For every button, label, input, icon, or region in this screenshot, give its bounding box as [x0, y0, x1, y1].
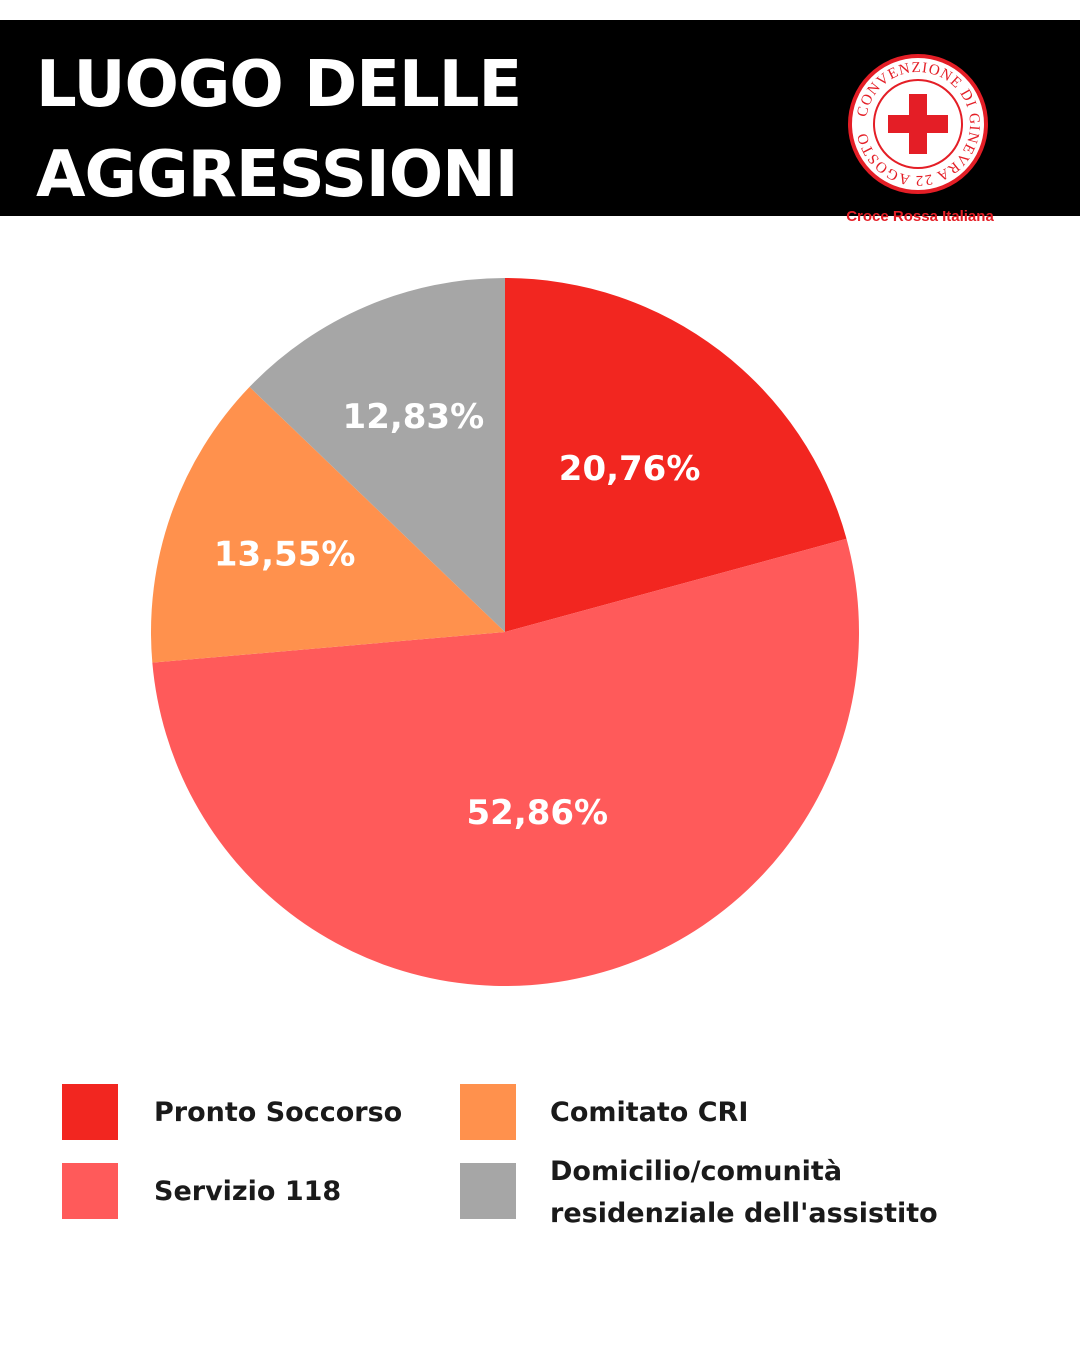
legend-swatch-servizio-118: [62, 1163, 118, 1219]
pie-slice-comitato-cri: [151, 386, 505, 663]
pie-slice-pronto-soccorso: [505, 278, 847, 632]
header-bar: LUOGO DELLE AGGRESSIONI CONVENZIONE DI G…: [0, 20, 1080, 225]
page-title: LUOGO DELLE AGGRESSIONI: [36, 40, 522, 220]
slice-label-comitato-cri: 13,55%: [214, 534, 356, 574]
legend: Pronto Soccorso Servizio 118 Comitato CR…: [0, 1080, 1080, 1280]
legend-label-servizio-118: Servizio 118: [154, 1176, 342, 1207]
red-cross-emblem-icon: CONVENZIONE DI GINEVRA 22 AGOSTO 1864: [826, 30, 988, 194]
title-line-1: LUOGO DELLE: [36, 48, 522, 122]
legend-label-comitato-cri: Comitato CRI: [550, 1097, 749, 1128]
logo-caption: Croce Rossa Italiana: [846, 208, 994, 225]
legend-label-pronto-soccorso: Pronto Soccorso: [154, 1097, 403, 1128]
legend-swatch-comitato-cri: [460, 1084, 516, 1140]
pie-chart-svg: 20,76% 52,86% 13,55% 12,83%: [151, 278, 859, 986]
legend-label-domicilio-line-1: Domicilio/comunità: [550, 1156, 843, 1187]
slice-label-servizio-118: 52,86%: [467, 793, 609, 833]
legend-swatch-domicilio: [460, 1163, 516, 1219]
pie-slice-domicilio-comunit-residenziale-dell-assistito: [249, 278, 505, 632]
pie-slice-servizio-118: [152, 538, 859, 986]
legend-swatch-pronto-soccorso: [62, 1084, 118, 1140]
slice-label-domicilio-comunit-residenziale-dell-assistito: 12,83%: [343, 397, 485, 437]
pie-chart: 20,76% 52,86% 13,55% 12,83%: [0, 230, 1080, 1030]
legend-label-domicilio-line-2: residenziale dell'assistito: [550, 1198, 938, 1229]
croce-rossa-logo: CONVENZIONE DI GINEVRA 22 AGOSTO 1864 Cr…: [826, 30, 1010, 232]
slice-label-pronto-soccorso: 20,76%: [559, 449, 701, 489]
title-line-2: AGGRESSIONI: [36, 138, 519, 212]
